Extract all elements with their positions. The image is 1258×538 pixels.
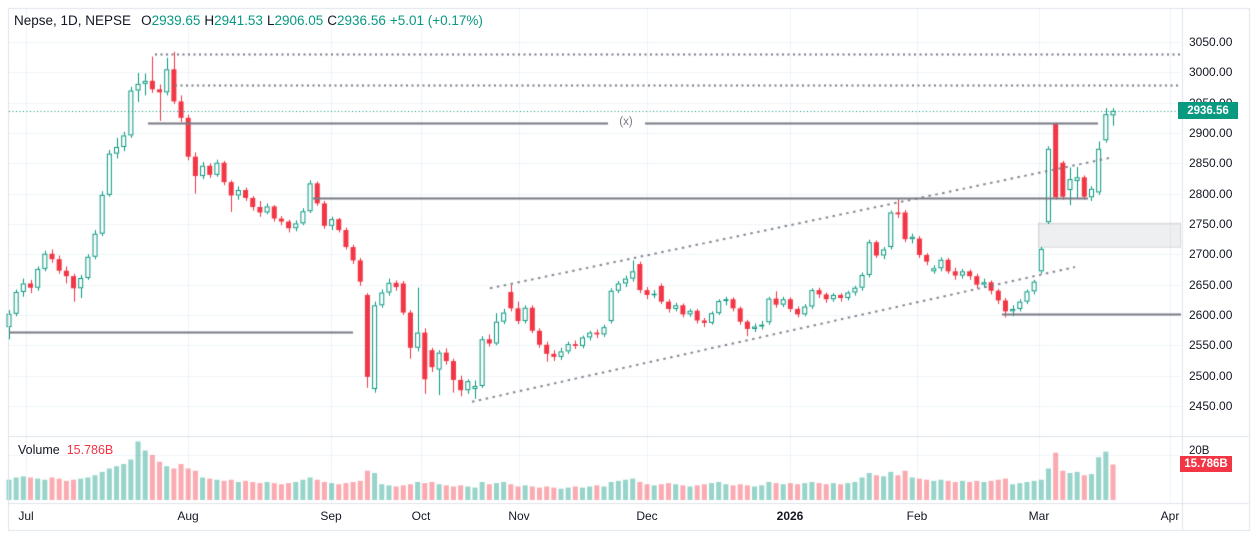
time-tick-label: Apr	[1160, 509, 1180, 523]
price-tick-label: 2800.00	[1189, 186, 1233, 201]
price-tick-label: 3050.00	[1189, 35, 1233, 49]
time-tick-label: Nov	[508, 509, 530, 523]
price-tick-label: 2550.00	[1189, 338, 1233, 353]
symbol-legend[interactable]: Nepse, 1D, NEPSE O2939.65 H2941.53 L2906.05…	[14, 13, 483, 28]
open-label: O	[141, 13, 152, 28]
volume-badge: 15.786B	[1180, 456, 1232, 472]
price-tick-label: 2500.00	[1189, 368, 1233, 383]
volume-value: 15.786B	[66, 443, 114, 457]
time-tick-label: Dec	[636, 509, 658, 523]
close-label: C	[327, 13, 338, 28]
time-tick-label: Mar	[1028, 509, 1050, 523]
time-tick-label: 2026	[776, 509, 804, 523]
time-tick-label: Feb	[906, 509, 928, 523]
price-tick-label: 2900.00	[1189, 126, 1233, 140]
volume-legend[interactable]: Volume 15.786B	[18, 443, 113, 457]
close-value: 2936.56	[337, 13, 386, 28]
annotation-x-label[interactable]: (x)	[619, 116, 633, 128]
open-value: 2939.65	[151, 13, 201, 28]
volume-axis-tick: 20B	[1189, 445, 1210, 457]
price-tick-label: 3000.00	[1189, 65, 1233, 80]
time-tick-label: Oct	[411, 509, 431, 523]
price-tick-label: 2650.00	[1189, 277, 1233, 292]
time-tick-label: Sep	[320, 509, 342, 523]
low-value: 2906.05	[274, 13, 324, 28]
price-tick-label: 2450.00	[1189, 399, 1233, 413]
low-label: L	[266, 13, 275, 28]
high-label: H	[204, 13, 215, 28]
price-tick-label: 2700.00	[1189, 247, 1233, 262]
last-price-badge: 2936.56	[1178, 102, 1238, 120]
high-value: 2941.53	[214, 13, 263, 28]
change-value: +5.01 (+0.17%)	[389, 13, 483, 28]
price-tick-label: 2600.00	[1189, 308, 1233, 322]
time-tick-label: Aug	[177, 509, 199, 523]
price-tick-label: 2850.00	[1189, 156, 1233, 171]
volume-label: Volume	[18, 443, 60, 457]
symbol-title: Nepse, 1D, NEPSE	[14, 13, 132, 28]
time-tick-label: Jul	[18, 509, 34, 523]
price-tick-label: 2750.00	[1189, 217, 1233, 231]
